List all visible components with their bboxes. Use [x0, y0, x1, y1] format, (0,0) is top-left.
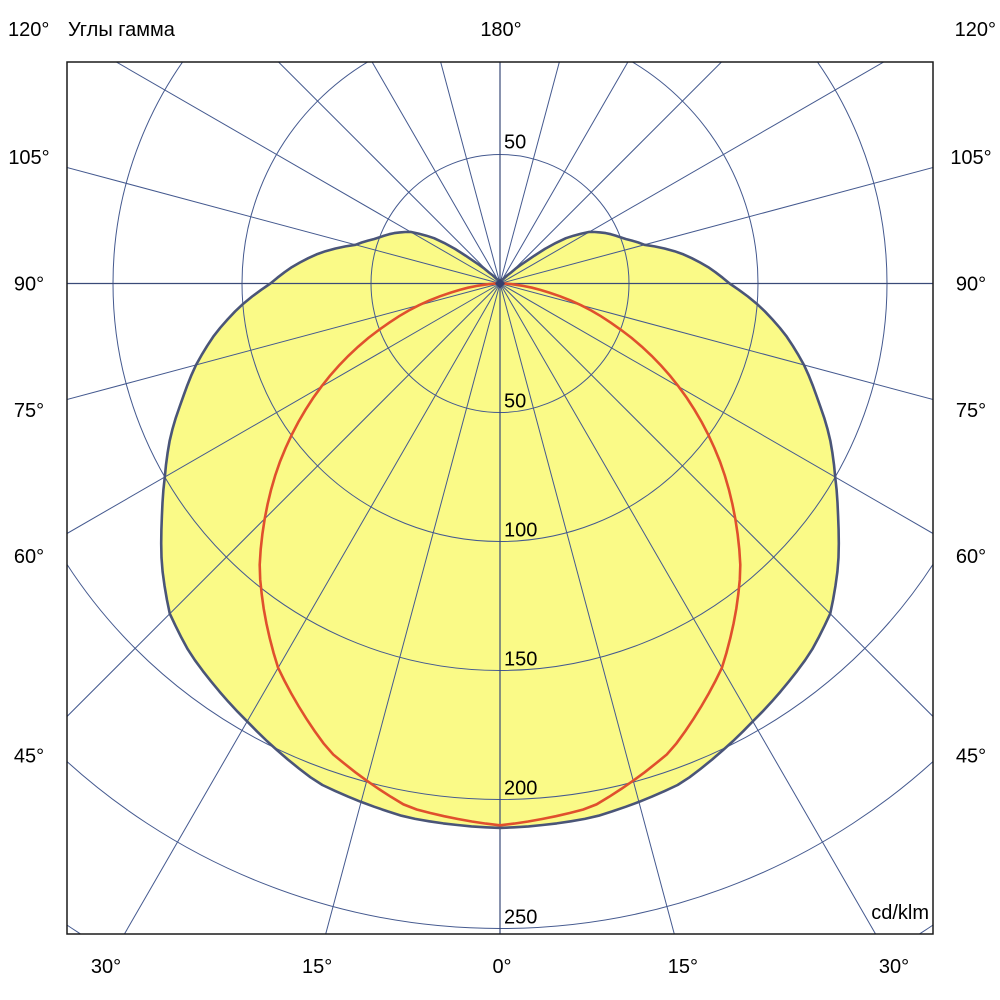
gamma-angle-label-left: 105°	[8, 147, 49, 169]
gamma-grid-ray	[499, 283, 933, 401]
radial-tick-label: 150	[504, 649, 537, 671]
bottom-angle-label: 15°	[668, 956, 698, 978]
gamma-angle-label-right: 60°	[956, 546, 986, 568]
intensity-curve-outline	[159, 230, 841, 830]
gamma-angle-label-right: 105°	[950, 147, 991, 169]
gamma-grid-ray	[499, 283, 877, 934]
corner-angle-label-left: 120°	[8, 19, 49, 41]
gamma-grid-ray	[67, 283, 501, 718]
chart-title: Углы гамма	[68, 19, 176, 41]
secondary-intensity-curve	[258, 282, 742, 827]
gamma-grid-ray	[371, 62, 501, 284]
units-label: cd/klm	[871, 902, 929, 924]
radial-tick-label-top: 50	[504, 132, 526, 154]
gamma-angle-label-left: 90°	[14, 274, 44, 296]
gamma-grid-ray	[67, 283, 501, 401]
gamma-grid-ray	[325, 283, 501, 934]
gamma-grid-ray	[499, 283, 675, 934]
gamma-angle-label-right: 75°	[956, 400, 986, 422]
gamma-angle-label-right: 90°	[956, 274, 986, 296]
gamma-grid-ray	[499, 62, 560, 284]
gamma-grid-ray	[499, 166, 933, 284]
corner-angle-label-right: 120°	[955, 19, 996, 41]
plot-border	[66, 61, 934, 935]
bottom-angle-label: 0°	[492, 956, 511, 978]
radial-tick-label: 250	[504, 907, 537, 929]
pole-marker	[495, 278, 505, 289]
gamma-angle-label-left: 45°	[14, 746, 44, 768]
gamma-grid-ray	[499, 62, 723, 284]
radial-tick-label: 100	[504, 520, 537, 542]
gamma-grid-ray	[440, 62, 501, 284]
gamma-angle-label-left: 75°	[14, 400, 44, 422]
gamma-angle-label-right: 45°	[956, 746, 986, 768]
gamma-grid-ray	[67, 283, 501, 535]
top-angle-label: 180°	[480, 19, 521, 41]
gamma-grid-ray	[499, 62, 629, 284]
radial-tick-label: 200	[504, 778, 537, 800]
gamma-grid-ray	[115, 62, 501, 284]
gamma-grid-ray	[499, 283, 933, 718]
gamma-grid-ray	[67, 166, 501, 284]
gamma-grid-ray	[277, 62, 501, 284]
gamma-grid-ray	[123, 283, 501, 934]
radial-tick-label: 50	[504, 391, 526, 413]
gamma-angle-label-left: 60°	[14, 546, 44, 568]
bottom-angle-label: 15°	[302, 956, 332, 978]
bottom-angle-label: 30°	[91, 956, 121, 978]
gamma-grid-ray	[499, 62, 885, 284]
gamma-grid-ray	[499, 283, 933, 535]
bottom-angle-label: 30°	[879, 956, 909, 978]
